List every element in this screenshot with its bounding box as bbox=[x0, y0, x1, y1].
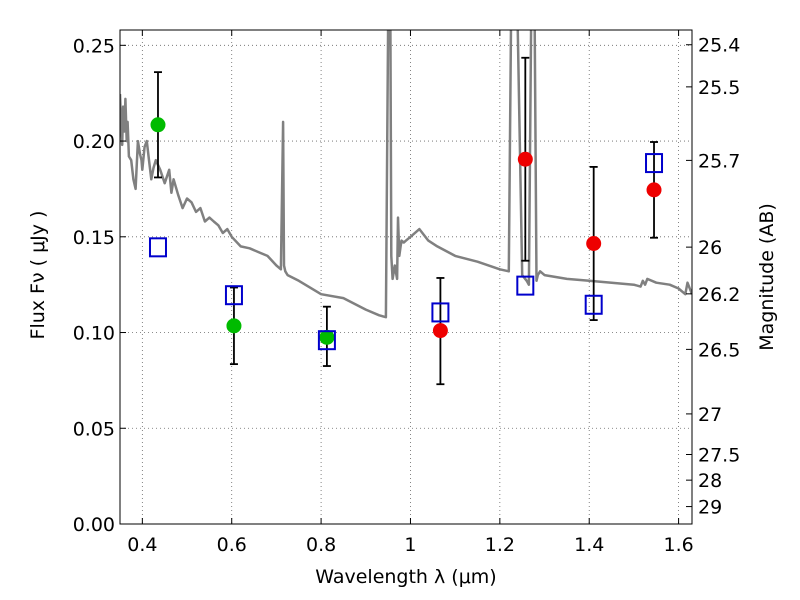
data-points bbox=[148, 117, 664, 351]
data-point-blue-square bbox=[645, 153, 664, 174]
data-point-blue-square bbox=[317, 330, 336, 351]
data-point-red-circle bbox=[586, 235, 602, 251]
x-tick-label: 0.8 bbox=[306, 534, 336, 556]
data-point-green-circle bbox=[226, 318, 242, 334]
y-axis-label: Flux Fν ( μJy ) bbox=[27, 211, 49, 340]
data-point-blue-square bbox=[148, 237, 167, 258]
y2-tick-labels: 25.4 25.5 25.7 26 26.2 26.5 27 27.5 28 29 bbox=[698, 35, 740, 519]
y-tick-labels: 0.00 0.05 0.10 0.15 0.20 0.25 bbox=[73, 35, 115, 536]
y-tick-label: 0.25 bbox=[73, 35, 115, 57]
x-tick-label: 1.2 bbox=[485, 534, 515, 556]
x-tick-labels: 0.4 0.6 0.8 1 1.2 1.4 1.6 bbox=[127, 534, 693, 556]
y2-tick-label: 28 bbox=[698, 470, 722, 492]
model-spectrum-line bbox=[120, 30, 692, 319]
data-point-red-circle bbox=[432, 323, 448, 339]
y2-tick-label: 26.5 bbox=[698, 339, 740, 361]
data-point-green-circle bbox=[150, 117, 166, 133]
axis-ticks bbox=[120, 30, 692, 525]
y2-tick-label: 25.5 bbox=[698, 77, 740, 99]
y2-axis-label: Magnitude (AB) bbox=[756, 203, 778, 351]
y2-tick-label: 25.7 bbox=[698, 150, 740, 172]
x-tick-label: 0.4 bbox=[127, 534, 157, 556]
y-tick-label: 0.20 bbox=[73, 131, 115, 153]
y2-tick-label: 27 bbox=[698, 404, 722, 426]
data-point-blue-square bbox=[584, 294, 603, 315]
y-tick-label: 0.15 bbox=[73, 227, 115, 249]
y2-tick-label: 29 bbox=[698, 497, 722, 519]
data-point-green-circle bbox=[319, 329, 335, 345]
data-point-blue-square bbox=[224, 285, 243, 306]
plot-frame bbox=[119, 29, 693, 525]
x-tick-label: 1 bbox=[404, 534, 416, 556]
data-point-red-circle bbox=[646, 182, 662, 198]
y2-tick-label: 27.5 bbox=[698, 444, 740, 466]
data-point-red-circle bbox=[517, 151, 533, 167]
y-tick-label: 0.10 bbox=[73, 323, 115, 345]
x-axis-label: Wavelength λ (μm) bbox=[315, 566, 496, 588]
y-tick-label: 0.00 bbox=[73, 514, 115, 536]
y2-tick-label: 26 bbox=[698, 237, 722, 259]
data-point-blue-square bbox=[431, 302, 450, 323]
y2-tick-label: 26.2 bbox=[698, 284, 740, 306]
model-spectrum-layer bbox=[120, 30, 692, 319]
plot-background bbox=[120, 30, 692, 524]
data-point-blue-square bbox=[516, 275, 535, 296]
y2-tick-label: 25.4 bbox=[698, 35, 740, 57]
x-tick-label: 1.4 bbox=[574, 534, 604, 556]
y-tick-label: 0.05 bbox=[73, 418, 115, 440]
x-tick-label: 1.6 bbox=[663, 534, 693, 556]
x-tick-label: 0.6 bbox=[217, 534, 247, 556]
